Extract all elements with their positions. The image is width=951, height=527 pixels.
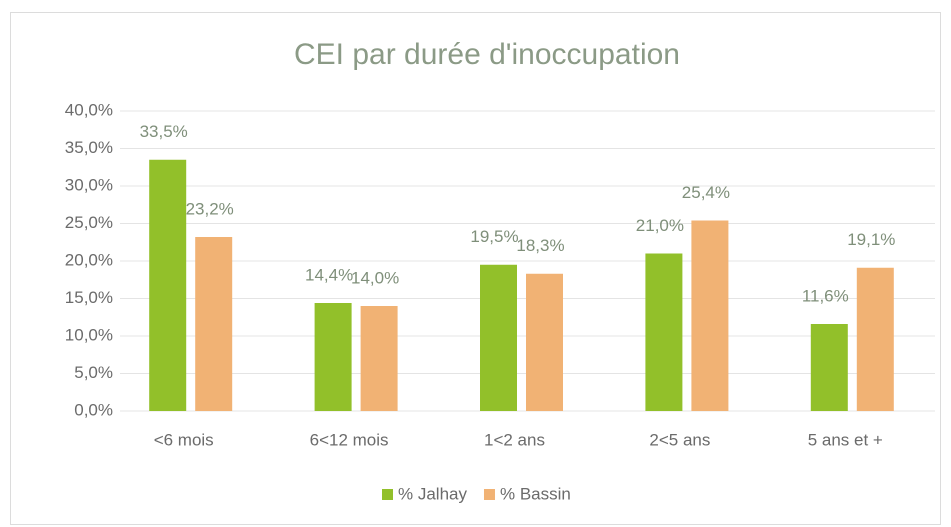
data-label: 14,0% (351, 268, 399, 287)
y-tick-label: 25,0% (65, 213, 113, 232)
bar (810, 324, 848, 411)
bar (480, 264, 517, 411)
x-tick-label: <6 mois (154, 430, 214, 449)
data-label: 11,6% (802, 286, 849, 305)
y-tick-label: 40,0% (65, 100, 113, 119)
legend-label: % Jalhay (398, 484, 467, 503)
bar (645, 253, 683, 411)
y-tick-label: 0,0% (74, 400, 113, 419)
x-tick-label: 6<12 mois (310, 430, 389, 449)
data-label: 33,5% (140, 122, 188, 141)
bar (149, 159, 187, 411)
y-tick-label: 5,0% (74, 363, 113, 382)
x-tick-label: 1<2 ans (484, 430, 545, 449)
bar (360, 306, 398, 411)
chart-title: CEI par durée d'inoccupation (294, 38, 680, 71)
bar (195, 237, 233, 411)
y-tick-label: 10,0% (65, 325, 113, 344)
y-tick-label: 35,0% (65, 138, 113, 157)
legend-label: % Bassin (500, 484, 571, 503)
y-tick-label: 30,0% (65, 175, 113, 194)
bar (856, 267, 894, 411)
y-tick-label: 15,0% (65, 288, 113, 307)
bar (526, 273, 563, 411)
data-label: 19,1% (847, 230, 895, 249)
bar (314, 303, 352, 411)
legend-swatch (483, 489, 495, 500)
x-tick-label: 5 ans et + (808, 430, 883, 449)
data-label: 14,4% (305, 265, 353, 284)
x-tick-label: 2<5 ans (649, 430, 710, 449)
data-label: 23,2% (186, 199, 234, 218)
bar (691, 220, 729, 411)
data-label: 19,5% (470, 227, 518, 246)
data-label: 18,3% (516, 236, 564, 255)
data-label: 25,4% (682, 183, 730, 202)
data-label: 21,0% (636, 216, 684, 235)
legend-swatch (382, 489, 393, 500)
y-tick-label: 20,0% (65, 250, 113, 269)
